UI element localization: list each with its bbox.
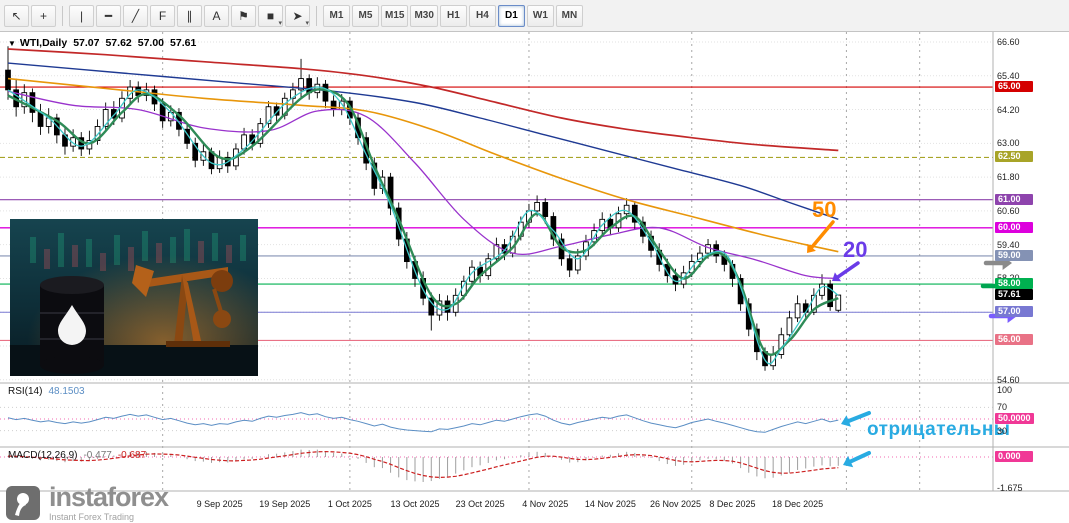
- horizontal-line-icon: ━: [104, 8, 113, 23]
- tool-arrows-button[interactable]: ➤ ▾: [285, 4, 310, 27]
- dropdown-caret-icon: ▾: [305, 19, 309, 27]
- tool-fibonacci-button[interactable]: F: [150, 4, 175, 27]
- tool-horizontal-line-button[interactable]: ━: [96, 4, 121, 27]
- timeframe-m5-button[interactable]: M5: [352, 4, 379, 27]
- level-arrow-violet: [988, 309, 1017, 323]
- timeframe-h1-button[interactable]: H1: [439, 4, 467, 27]
- macd-signal-line: [7, 450, 839, 479]
- period-separators: [162, 32, 921, 491]
- moving-averages[interactable]: [7, 48, 839, 365]
- rsi-grid: [0, 406, 993, 432]
- vertical-line-icon: |: [79, 8, 84, 23]
- ma20-arrow: [832, 261, 860, 282]
- oil-pumpjack-image: [10, 219, 258, 376]
- tool-channel-button[interactable]: ∥: [177, 4, 202, 27]
- negative-arrow-rsi: [841, 411, 871, 427]
- ma-line-SMA-50[interactable]: [7, 77, 839, 253]
- watermark-tagline: Instant Forex Trading: [49, 512, 135, 522]
- tool-shapes-button[interactable]: ■ ▾: [258, 4, 283, 27]
- ma-line-EMA-10[interactable]: [7, 88, 839, 356]
- dropdown-caret-icon: ▾: [278, 19, 282, 27]
- negative-arrow-macd: [843, 451, 871, 468]
- oil-barrel: [40, 276, 104, 374]
- timeframe-m30-button[interactable]: M30: [410, 4, 438, 27]
- tool-crosshair-button[interactable]: +: [31, 4, 56, 27]
- timeframe-h4-button[interactable]: H4: [468, 4, 496, 27]
- text-icon: A: [212, 8, 221, 23]
- instaforex-logo-icon: [6, 486, 40, 520]
- ma-line-EMA-5[interactable]: [7, 86, 839, 365]
- toolbar: ↖ + | ━ ╱ F ∥ A ⚑ ■ ▾ ➤ ▾ M1 M5 M15 M30 H1 H4 D1 W1 MN: [0, 0, 1069, 32]
- channel-icon: ∥: [186, 8, 193, 23]
- watermark-brand: instaforex: [49, 482, 169, 512]
- oil-pumpjack-photo: [10, 219, 258, 376]
- timeframe-mn-button[interactable]: MN: [555, 4, 583, 27]
- tool-trendline-button[interactable]: ╱: [123, 4, 148, 27]
- timeframe-d1-button[interactable]: D1: [497, 4, 525, 27]
- trendline-icon: ╱: [131, 8, 140, 23]
- rsi-line: [7, 412, 839, 433]
- level-arrow-green: [980, 279, 1009, 293]
- fibonacci-icon: F: [158, 8, 167, 23]
- arrows-icon: ➤: [292, 8, 303, 23]
- ma-line-SMA-200[interactable]: [7, 48, 839, 152]
- toolbar-separator: [316, 5, 317, 26]
- tool-vertical-line-button[interactable]: |: [69, 4, 94, 27]
- label-icon: ⚑: [238, 8, 249, 23]
- instaforex-watermark: instaforex Instant Forex Trading: [6, 482, 169, 522]
- crosshair-icon: +: [39, 8, 47, 23]
- toolbar-separator: [62, 5, 63, 26]
- macd-histogram: [7, 449, 839, 482]
- tool-text-button[interactable]: A: [204, 4, 229, 27]
- level-arrow-grey: [983, 256, 1012, 270]
- oil-drop-icon: [58, 305, 86, 345]
- cursor-icon: ↖: [11, 8, 22, 23]
- ma-line-SMA-100[interactable]: [7, 62, 839, 220]
- ma-line-SMA-20[interactable]: [7, 90, 839, 280]
- timeframe-m1-button[interactable]: M1: [323, 4, 350, 27]
- timeframe-m15-button[interactable]: M15: [381, 4, 409, 27]
- timeframe-w1-button[interactable]: W1: [526, 4, 554, 27]
- tool-label-button[interactable]: ⚑: [231, 4, 256, 27]
- ma50-arrow: [807, 220, 835, 253]
- shapes-icon: ■: [266, 8, 275, 23]
- tool-cursor-button[interactable]: ↖: [4, 4, 29, 27]
- pumpjack-silhouette: [132, 265, 233, 347]
